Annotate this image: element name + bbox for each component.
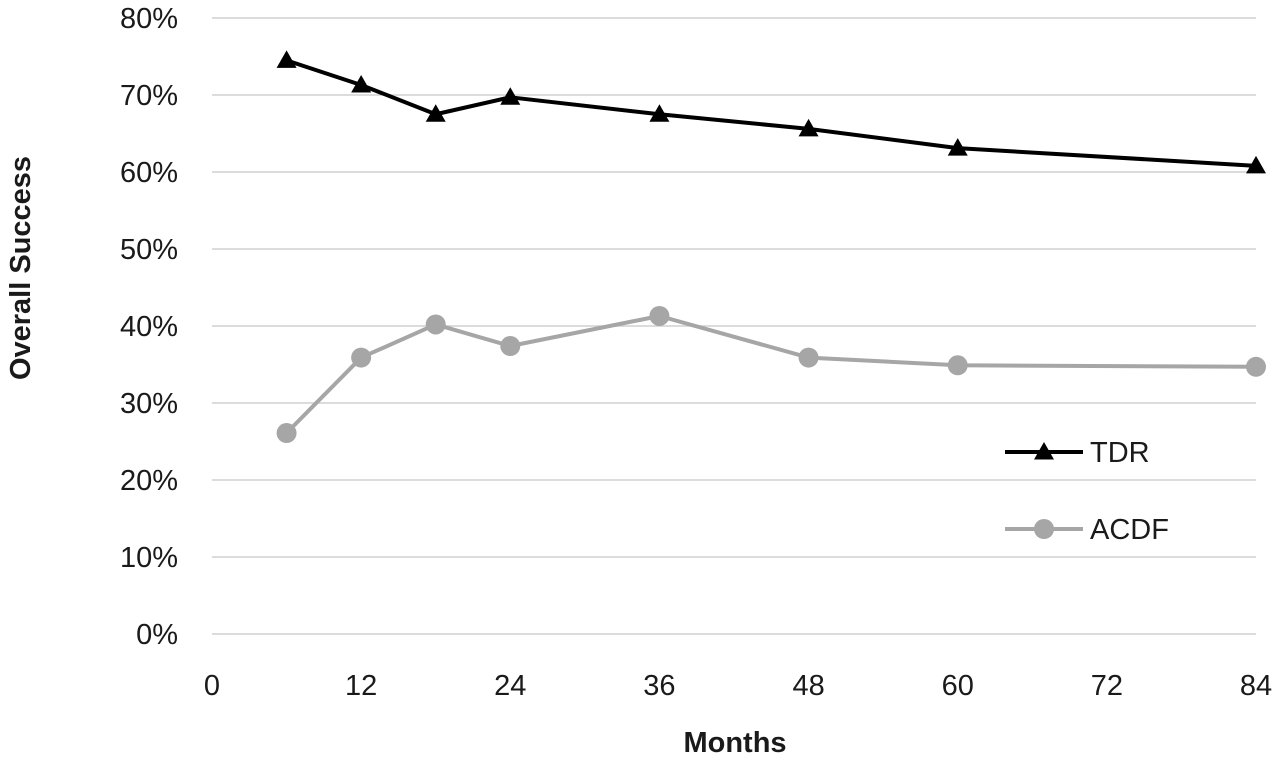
tdr-line [285,58,1257,168]
legend-item-acdf: ACDF [1005,514,1169,546]
acdf-data-point [649,305,670,326]
x-tick-label: 72 [1091,670,1123,702]
gridlines [212,17,1256,635]
x-tick-label: 36 [643,670,675,702]
tdr-data-point [500,87,521,105]
legend-marker [1034,442,1054,460]
legend-marker [1034,519,1054,539]
acdf-data-point [1246,356,1266,377]
acdf-data-point [947,355,968,376]
x-tick-label: 24 [494,670,526,702]
x-tick-label: 48 [792,670,824,702]
y-tick-label: 10% [120,542,178,574]
tdr-data-point [1246,155,1266,174]
x-tick-label: 0 [204,670,220,702]
y-tick-label: 50% [120,234,178,266]
legend-label: TDR [1090,437,1150,469]
acdf-data-point [276,423,297,444]
x-tick-label: 12 [345,670,377,702]
x-tick-label: 60 [942,670,974,702]
acdf-data-point [351,347,372,368]
y-tick-label: 0% [136,619,178,651]
legend-item-tdr: TDR [1005,437,1150,469]
legend: TDR ACDF [1005,437,1169,546]
y-axis-title: Overall Success [5,156,37,380]
x-tick-label: 84 [1240,670,1272,702]
y-tick-label: 70% [120,80,178,112]
y-tick-label: 30% [120,388,178,420]
tdr-data-point [798,118,819,137]
y-axis-ticks: 0% 10% 20% 30% 40% 50% 60% 70% 80% [120,3,178,651]
y-tick-label: 80% [120,3,178,35]
legend-label: ACDF [1090,514,1169,546]
tdr-data-point [351,74,372,93]
acdf-line [285,313,1257,435]
x-axis-title: Months [683,727,786,758]
acdf-data-point [798,347,819,368]
tdr-series [276,50,1266,174]
acdf-data-point [500,336,521,357]
acdf-series [276,305,1266,444]
series-lines [276,50,1266,444]
y-tick-label: 40% [120,311,178,343]
tdr-data-point [425,104,446,122]
tdr-data-point [276,50,297,68]
x-axis-ticks: 0 12 24 36 48 60 72 84 [204,670,1272,702]
y-tick-label: 20% [120,465,178,497]
acdf-data-point [425,314,446,335]
tdr-data-point [649,104,670,122]
tdr-data-point [947,138,968,156]
y-tick-label: 60% [120,157,178,189]
